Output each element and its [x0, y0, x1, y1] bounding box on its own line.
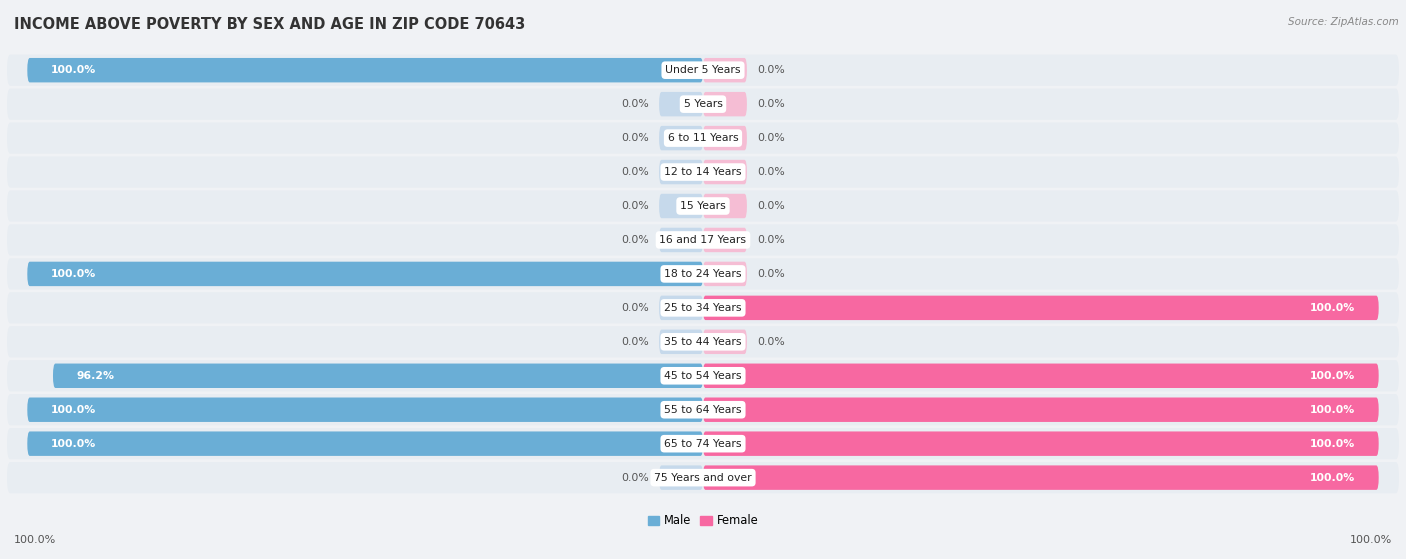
FancyBboxPatch shape — [27, 262, 703, 286]
Legend: Male, Female: Male, Female — [643, 509, 763, 532]
Text: 0.0%: 0.0% — [756, 167, 785, 177]
Text: 96.2%: 96.2% — [76, 371, 115, 381]
FancyBboxPatch shape — [659, 126, 703, 150]
FancyBboxPatch shape — [659, 160, 703, 184]
Text: 15 Years: 15 Years — [681, 201, 725, 211]
Text: 100.0%: 100.0% — [1310, 371, 1355, 381]
FancyBboxPatch shape — [7, 292, 1399, 324]
Text: 6 to 11 Years: 6 to 11 Years — [668, 133, 738, 143]
Text: 100.0%: 100.0% — [51, 405, 96, 415]
FancyBboxPatch shape — [703, 432, 1379, 456]
Text: 65 to 74 Years: 65 to 74 Years — [664, 439, 742, 449]
FancyBboxPatch shape — [7, 428, 1399, 459]
Text: Under 5 Years: Under 5 Years — [665, 65, 741, 75]
Text: 100.0%: 100.0% — [1350, 535, 1392, 545]
FancyBboxPatch shape — [7, 360, 1399, 391]
Text: 0.0%: 0.0% — [621, 472, 650, 482]
Text: 55 to 64 Years: 55 to 64 Years — [664, 405, 742, 415]
FancyBboxPatch shape — [7, 157, 1399, 188]
FancyBboxPatch shape — [703, 228, 747, 252]
FancyBboxPatch shape — [703, 92, 747, 116]
FancyBboxPatch shape — [703, 58, 747, 82]
FancyBboxPatch shape — [7, 122, 1399, 154]
Text: 0.0%: 0.0% — [756, 99, 785, 109]
FancyBboxPatch shape — [703, 330, 747, 354]
Text: 100.0%: 100.0% — [51, 439, 96, 449]
Text: 0.0%: 0.0% — [621, 201, 650, 211]
Text: 0.0%: 0.0% — [756, 133, 785, 143]
Text: INCOME ABOVE POVERTY BY SEX AND AGE IN ZIP CODE 70643: INCOME ABOVE POVERTY BY SEX AND AGE IN Z… — [14, 17, 526, 32]
FancyBboxPatch shape — [659, 330, 703, 354]
FancyBboxPatch shape — [703, 126, 747, 150]
FancyBboxPatch shape — [659, 466, 703, 490]
Text: 100.0%: 100.0% — [1310, 472, 1355, 482]
FancyBboxPatch shape — [703, 194, 747, 218]
FancyBboxPatch shape — [659, 92, 703, 116]
Text: 75 Years and over: 75 Years and over — [654, 472, 752, 482]
Text: 100.0%: 100.0% — [51, 269, 96, 279]
FancyBboxPatch shape — [703, 296, 1379, 320]
Text: 25 to 34 Years: 25 to 34 Years — [664, 303, 742, 313]
FancyBboxPatch shape — [7, 55, 1399, 86]
Text: 100.0%: 100.0% — [1310, 439, 1355, 449]
Text: 0.0%: 0.0% — [621, 337, 650, 347]
FancyBboxPatch shape — [27, 432, 703, 456]
Text: 100.0%: 100.0% — [51, 65, 96, 75]
FancyBboxPatch shape — [27, 397, 703, 422]
FancyBboxPatch shape — [27, 58, 703, 82]
Text: 100.0%: 100.0% — [1310, 303, 1355, 313]
Text: 0.0%: 0.0% — [756, 337, 785, 347]
Text: 12 to 14 Years: 12 to 14 Years — [664, 167, 742, 177]
Text: 35 to 44 Years: 35 to 44 Years — [664, 337, 742, 347]
FancyBboxPatch shape — [703, 160, 747, 184]
Text: 0.0%: 0.0% — [756, 201, 785, 211]
Text: 100.0%: 100.0% — [14, 535, 56, 545]
FancyBboxPatch shape — [659, 228, 703, 252]
Text: 18 to 24 Years: 18 to 24 Years — [664, 269, 742, 279]
FancyBboxPatch shape — [703, 363, 1379, 388]
FancyBboxPatch shape — [7, 326, 1399, 357]
Text: 16 and 17 Years: 16 and 17 Years — [659, 235, 747, 245]
FancyBboxPatch shape — [7, 258, 1399, 290]
FancyBboxPatch shape — [659, 194, 703, 218]
Text: 0.0%: 0.0% — [756, 65, 785, 75]
FancyBboxPatch shape — [659, 296, 703, 320]
Text: 0.0%: 0.0% — [621, 303, 650, 313]
FancyBboxPatch shape — [7, 88, 1399, 120]
FancyBboxPatch shape — [7, 462, 1399, 493]
FancyBboxPatch shape — [703, 262, 747, 286]
Text: Source: ZipAtlas.com: Source: ZipAtlas.com — [1288, 17, 1399, 27]
Text: 45 to 54 Years: 45 to 54 Years — [664, 371, 742, 381]
Text: 0.0%: 0.0% — [621, 167, 650, 177]
Text: 0.0%: 0.0% — [621, 99, 650, 109]
Text: 5 Years: 5 Years — [683, 99, 723, 109]
Text: 0.0%: 0.0% — [621, 235, 650, 245]
FancyBboxPatch shape — [7, 191, 1399, 221]
FancyBboxPatch shape — [7, 224, 1399, 255]
Text: 100.0%: 100.0% — [1310, 405, 1355, 415]
Text: 0.0%: 0.0% — [621, 133, 650, 143]
Text: 0.0%: 0.0% — [756, 235, 785, 245]
FancyBboxPatch shape — [703, 397, 1379, 422]
Text: 0.0%: 0.0% — [756, 269, 785, 279]
FancyBboxPatch shape — [53, 363, 703, 388]
FancyBboxPatch shape — [703, 466, 1379, 490]
FancyBboxPatch shape — [7, 394, 1399, 425]
